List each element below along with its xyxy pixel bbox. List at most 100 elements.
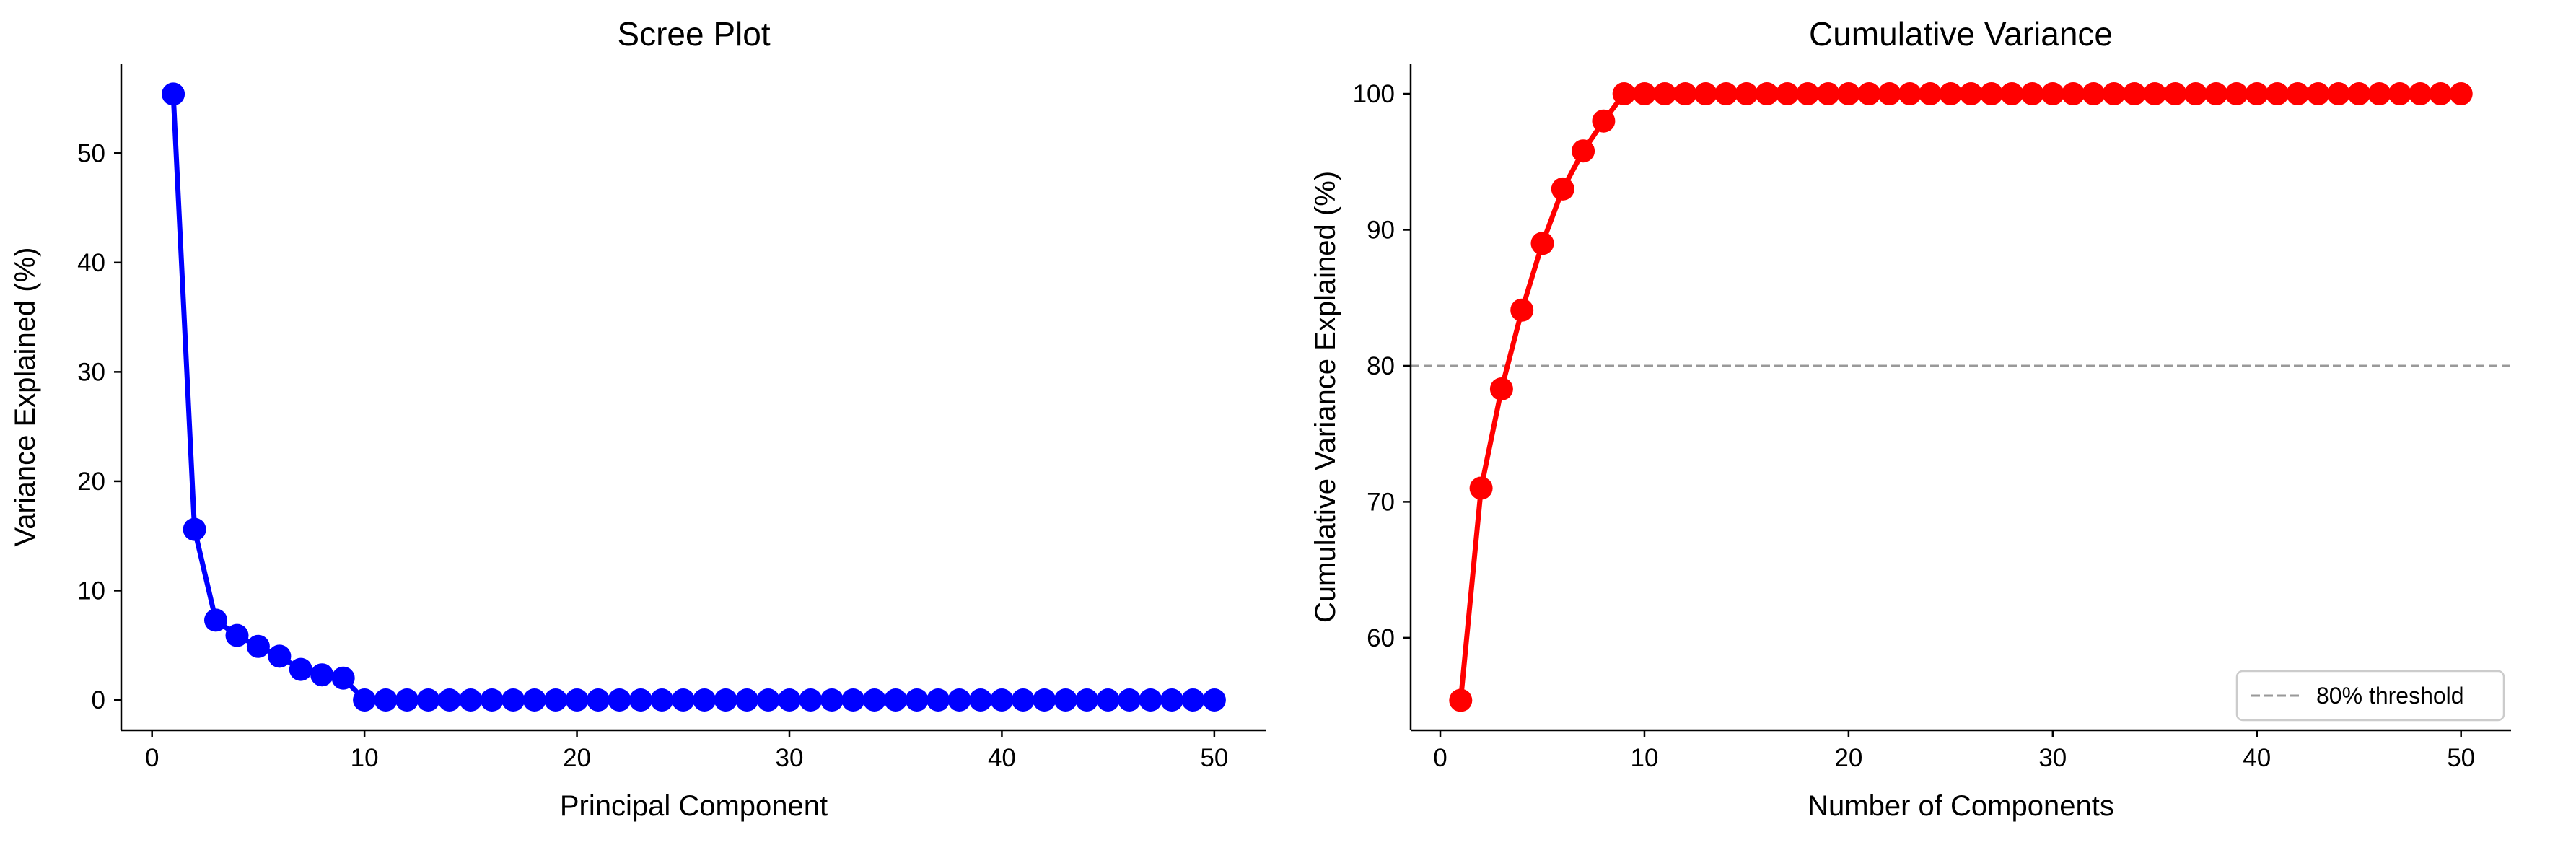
data-point xyxy=(2306,82,2330,105)
data-point xyxy=(2266,82,2289,105)
data-point xyxy=(2409,82,2432,105)
data-point xyxy=(628,688,652,712)
data-point xyxy=(246,634,270,658)
data-point xyxy=(204,608,227,632)
data-point xyxy=(1053,688,1077,712)
data-point xyxy=(2143,82,2167,105)
y-tick-label: 30 xyxy=(77,358,105,386)
data-point xyxy=(2082,82,2106,105)
data-point xyxy=(331,666,355,690)
data-point xyxy=(1796,82,1820,105)
data-point xyxy=(565,688,589,712)
data-point xyxy=(1139,688,1162,712)
data-point xyxy=(1755,82,1779,105)
data-point xyxy=(862,688,886,712)
data-point xyxy=(1572,139,1595,163)
x-tick-label: 40 xyxy=(2243,744,2271,772)
y-axis-label: Cumulative Variance Explained (%) xyxy=(1310,171,1341,623)
x-axis-label: Principal Component xyxy=(560,790,828,822)
data-point xyxy=(1612,82,1636,105)
data-point xyxy=(1449,688,1473,712)
legend: 80% threshold xyxy=(2235,670,2505,722)
data-point xyxy=(437,688,461,712)
data-point xyxy=(225,623,249,647)
data-point xyxy=(926,688,950,712)
y-tick-label: 50 xyxy=(77,139,105,167)
data-point xyxy=(480,688,504,712)
data-point xyxy=(1816,82,1840,105)
data-point xyxy=(841,688,865,712)
data-point xyxy=(778,688,801,712)
x-tick-label: 20 xyxy=(1834,744,1862,772)
data-point xyxy=(608,688,631,712)
x-tick-label: 0 xyxy=(1433,744,1447,772)
data-point xyxy=(1510,298,1534,322)
data-point xyxy=(1160,688,1183,712)
data-point xyxy=(714,688,737,712)
x-tick-label: 30 xyxy=(2038,744,2067,772)
data-point xyxy=(1735,82,1758,105)
legend-box xyxy=(2235,670,2505,722)
data-point xyxy=(1592,109,1616,133)
data-point xyxy=(1776,82,1799,105)
data-point xyxy=(395,688,419,712)
data-point xyxy=(183,517,206,541)
data-point xyxy=(735,688,759,712)
data-point xyxy=(969,688,992,712)
x-tick-label: 50 xyxy=(1200,744,1228,772)
data-point xyxy=(2020,82,2044,105)
data-point xyxy=(1673,82,1697,105)
x-tick-label: 10 xyxy=(351,744,379,772)
data-point xyxy=(501,688,525,712)
data-point xyxy=(884,688,908,712)
data-point xyxy=(1878,82,1901,105)
data-point xyxy=(1939,82,1963,105)
y-tick-label: 60 xyxy=(1367,624,1395,652)
data-point xyxy=(1075,688,1099,712)
data-point xyxy=(2204,82,2228,105)
data-point xyxy=(1979,82,2003,105)
data-point xyxy=(522,688,546,712)
data-point xyxy=(756,688,780,712)
data-point xyxy=(2347,82,2371,105)
data-point xyxy=(947,688,971,712)
data-point xyxy=(1530,232,1554,255)
x-tick-label: 50 xyxy=(2447,744,2475,772)
data-point xyxy=(459,688,483,712)
x-tick-label: 30 xyxy=(776,744,804,772)
data-point xyxy=(2163,82,2187,105)
legend-label: 80% threshold xyxy=(2316,683,2464,709)
data-point xyxy=(1202,688,1226,712)
y-tick-label: 100 xyxy=(1353,80,1395,108)
data-point xyxy=(2102,82,2126,105)
x-axis-label: Number of Components xyxy=(1808,790,2114,822)
data-point xyxy=(905,688,929,712)
data-point xyxy=(799,688,823,712)
data-point xyxy=(268,644,292,668)
data-point xyxy=(1033,688,1056,712)
data-point xyxy=(671,688,695,712)
data-point xyxy=(1011,688,1035,712)
data-point xyxy=(2225,82,2248,105)
x-tick-label: 0 xyxy=(145,744,159,772)
data-point xyxy=(2429,82,2453,105)
cumulative-variance-panel: Cumulative Variance 0 10 20 30 40 50 60 70 80 90 10… xyxy=(1310,15,2511,822)
data-point xyxy=(2449,82,2473,105)
data-point xyxy=(162,82,185,106)
data-point xyxy=(2123,82,2146,105)
data-point xyxy=(1919,82,1942,105)
y-tick-label: 70 xyxy=(1367,488,1395,516)
data-point xyxy=(2062,82,2085,105)
data-point xyxy=(1096,688,1120,712)
data-point xyxy=(650,688,674,712)
data-point xyxy=(2041,82,2064,105)
data-point xyxy=(2367,82,2391,105)
data-point xyxy=(1181,688,1205,712)
y-tick-label: 10 xyxy=(77,577,105,605)
data-point xyxy=(1489,377,1513,400)
data-point xyxy=(353,688,377,712)
scree-plot-panel: Scree Plot 0 10 20 30 40 50 0 10 20 30 40 50 Principa… xyxy=(9,15,1266,822)
y-axis-label: Variance Explained (%) xyxy=(9,247,41,546)
